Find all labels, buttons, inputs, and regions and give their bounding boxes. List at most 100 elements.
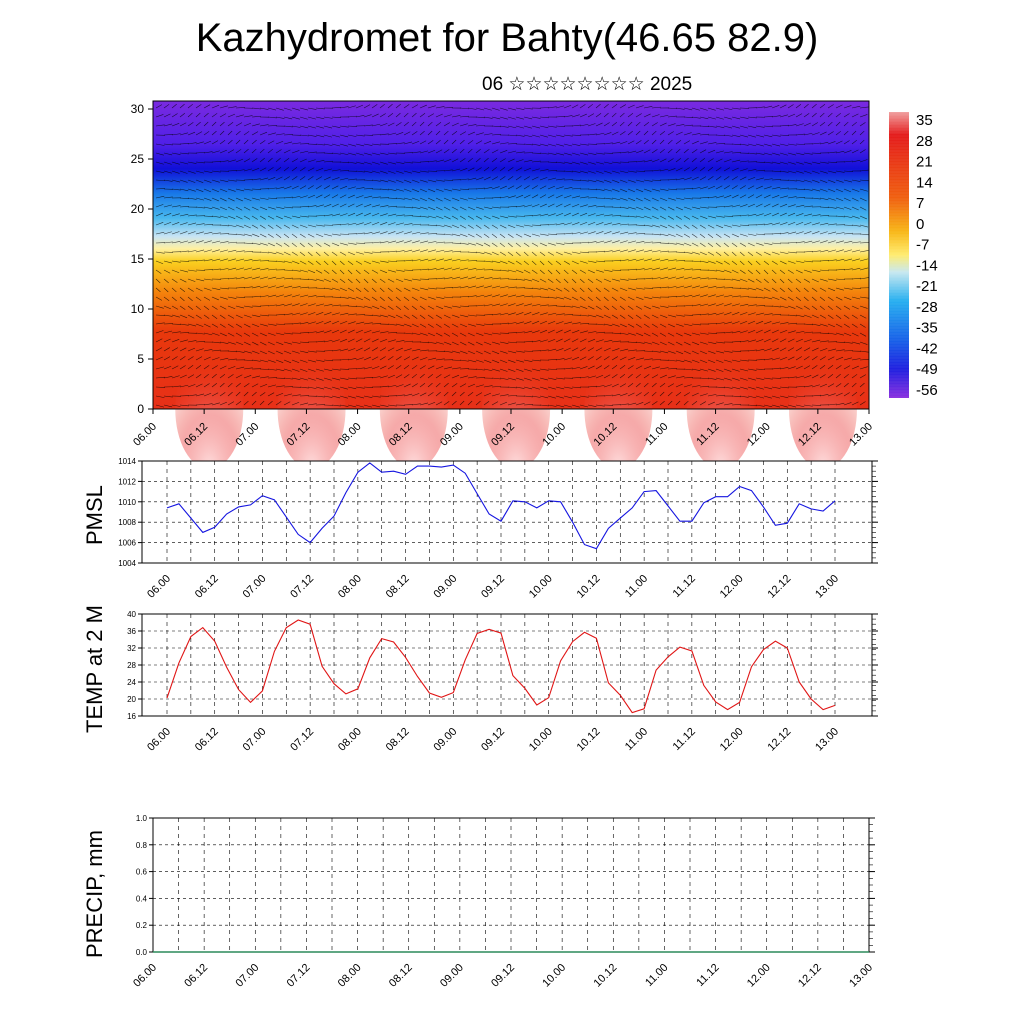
wind-vector [675, 392, 682, 397]
wind-vector [451, 258, 461, 262]
wind-vector [843, 121, 849, 127]
wind-vector [715, 359, 724, 363]
wind-vector [707, 269, 717, 272]
wind-vector [411, 151, 421, 154]
wind-vector [467, 177, 477, 181]
wind-vector [587, 385, 597, 388]
wind-vector [547, 312, 557, 316]
wind-vector [267, 233, 274, 238]
wind-vector [827, 197, 836, 201]
wind-vector [771, 404, 781, 408]
wind-vector [763, 329, 771, 334]
wind-vector [531, 185, 538, 190]
wind-vector [395, 384, 404, 388]
wind-vector [827, 179, 836, 183]
wind-vector [739, 340, 749, 343]
wind-vector [339, 358, 349, 361]
wind-vector [851, 215, 860, 219]
wind-vector [507, 143, 517, 145]
wind-vector [251, 215, 258, 220]
wind-vector [819, 240, 828, 244]
wind-vector [363, 338, 371, 343]
wind-vector [555, 125, 565, 127]
wind-vector [563, 170, 573, 173]
wind-vector [467, 167, 475, 172]
wind-vector [315, 160, 325, 163]
wind-vector [803, 260, 813, 263]
wind-vector [171, 161, 180, 165]
wind-vector [195, 240, 204, 244]
x-tick-label: 12.00 [718, 726, 746, 754]
wind-vector [211, 140, 219, 145]
wind-vector [787, 196, 797, 199]
wind-vector [803, 305, 810, 310]
wind-vector [259, 332, 267, 337]
wind-vector [595, 314, 604, 318]
wind-vector [483, 107, 492, 111]
wind-vector [291, 150, 300, 154]
wind-vector [531, 134, 541, 138]
wind-vector [563, 143, 573, 147]
wind-vector [827, 305, 833, 311]
wind-vector [859, 314, 867, 319]
wind-vector [779, 251, 789, 255]
wind-vector [179, 188, 189, 192]
wind-vector [779, 143, 789, 147]
wind-vector [619, 249, 628, 253]
wind-vector [819, 222, 829, 226]
wind-vector [499, 233, 506, 238]
wind-vector [251, 188, 261, 190]
wind-vector [379, 356, 386, 361]
wind-vector [371, 104, 378, 109]
wind-vector [515, 251, 521, 257]
wind-vector [707, 303, 716, 307]
wind-vector [203, 403, 213, 406]
wind-vector [171, 296, 177, 302]
wind-vector [747, 251, 754, 257]
wind-vector [675, 323, 684, 327]
wind-vector [403, 269, 413, 271]
wind-vector [467, 276, 476, 280]
wind-vector [635, 332, 644, 337]
wind-vector [283, 359, 292, 364]
wind-vector [347, 242, 357, 245]
wind-vector [483, 392, 492, 397]
wind-vector [179, 103, 185, 109]
wind-vector [475, 107, 485, 111]
wind-vector [859, 122, 866, 127]
wind-vector [427, 105, 436, 109]
wind-vector [323, 251, 329, 257]
wind-vector [771, 367, 781, 370]
wind-vector [691, 304, 701, 307]
wind-vector [307, 386, 317, 389]
wind-vector [603, 112, 609, 118]
wind-vector [323, 278, 332, 283]
wind-vector [475, 187, 485, 190]
wind-vector [603, 384, 612, 388]
wind-vector [779, 269, 786, 275]
wind-vector [715, 377, 725, 381]
wind-vector [323, 359, 333, 362]
wind-vector [683, 215, 691, 220]
x-tick-label: 11.00 [623, 573, 650, 600]
wind-vector [651, 267, 661, 271]
wind-vector [851, 149, 859, 154]
wind-vector [635, 392, 642, 397]
wind-vector [819, 122, 826, 127]
wind-vector [523, 269, 531, 274]
wind-vector [387, 356, 394, 361]
wind-vector [755, 260, 761, 266]
wind-vector [747, 312, 756, 316]
wind-vector [731, 341, 741, 343]
wind-vector [363, 187, 373, 190]
wind-vector [587, 161, 596, 165]
wind-vector [779, 260, 787, 265]
wind-vector [587, 113, 595, 118]
wind-vector [667, 148, 673, 154]
wind-vector [203, 296, 211, 301]
wind-vector [219, 206, 228, 211]
wind-vector [283, 368, 292, 372]
wind-vector [155, 330, 164, 334]
chart-subtitle: 06 ☆☆☆☆☆☆☆☆ 2025 [482, 74, 693, 95]
wind-vector [299, 233, 306, 238]
